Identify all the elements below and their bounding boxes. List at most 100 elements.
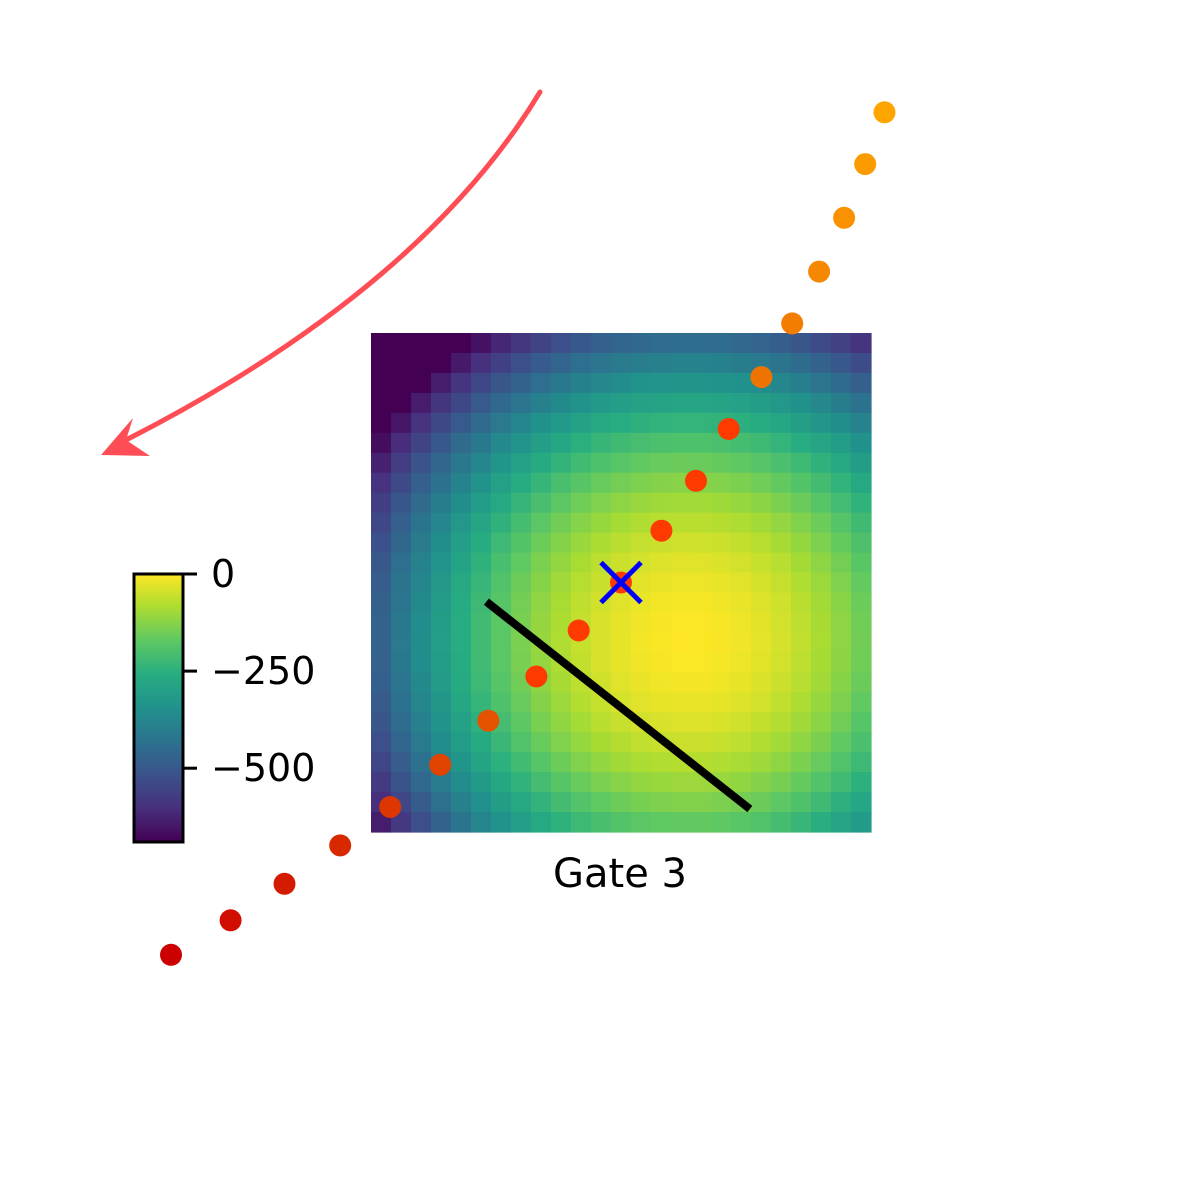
- heatmap-cell: [531, 532, 552, 554]
- heatmap-cell: [711, 512, 732, 534]
- heatmap-cell: [591, 372, 612, 394]
- heatmap-cell: [431, 652, 452, 673]
- heatmap-cell: [611, 352, 632, 374]
- heatmap-cell: [451, 792, 472, 813]
- heatmap-cell: [791, 512, 812, 534]
- heatmap-cell: [811, 692, 832, 713]
- heatmap-cell: [731, 352, 752, 374]
- heatmap-cell: [571, 732, 592, 753]
- heatmap-cell: [731, 632, 752, 653]
- heatmap-cell: [631, 572, 652, 594]
- heatmap-cell: [771, 752, 792, 773]
- heatmap-cell: [431, 792, 452, 813]
- heatmap-cell: [631, 372, 652, 394]
- heatmap-cell: [671, 372, 692, 394]
- heatmap-cell: [691, 652, 712, 673]
- heatmap-cell: [811, 372, 832, 394]
- heatmap-cell: [511, 372, 532, 394]
- heatmap-cell: [571, 452, 592, 474]
- heatmap-cell: [611, 592, 632, 614]
- heatmap-cell: [411, 412, 432, 434]
- trajectory-point: [781, 312, 804, 335]
- heatmap-cell: [811, 632, 832, 653]
- heatmap-cell: [771, 692, 792, 713]
- heatmap-cell: [371, 492, 392, 514]
- heatmap-cell: [371, 412, 392, 434]
- trajectory-point: [833, 206, 856, 229]
- heatmap-cell: [551, 392, 572, 414]
- heatmap-cell: [831, 432, 852, 454]
- heatmap-cell: [811, 612, 832, 633]
- heatmap-cell: [631, 412, 652, 434]
- heatmap-cell: [811, 412, 832, 434]
- optimum-marker-stroke-b: [599, 560, 643, 605]
- heatmap-cell: [711, 372, 732, 394]
- heatmap-cell: [471, 672, 492, 693]
- heatmap-cell: [511, 472, 532, 494]
- heatmap-cell: [471, 472, 492, 494]
- heatmap-cell: [851, 652, 872, 673]
- heatmap-cell: [491, 812, 512, 833]
- heatmap-cell: [831, 372, 852, 394]
- trajectory-point: [567, 619, 590, 642]
- heatmap-cell: [811, 392, 832, 414]
- heatmap-cell: [851, 792, 872, 813]
- heatmap-cell: [851, 432, 872, 454]
- heatmap-cell: [371, 532, 392, 554]
- heatmap-cell: [751, 333, 772, 354]
- heatmap-cell: [731, 392, 752, 414]
- heatmap-cell: [511, 432, 532, 454]
- heatmap-cell: [551, 352, 572, 374]
- trajectory-point: [750, 366, 773, 389]
- heatmap-cell: [611, 492, 632, 514]
- heatmap-cell: [391, 372, 412, 394]
- heatmap-cell: [551, 372, 572, 394]
- heatmap-cell: [691, 792, 712, 813]
- heatmap-cell: [671, 812, 692, 833]
- heatmap-cell: [651, 752, 672, 773]
- heatmap-cell: [411, 532, 432, 554]
- trajectory-point: [808, 260, 831, 283]
- trajectory-point: [650, 519, 673, 542]
- heatmap-cell: [391, 572, 412, 594]
- heatmap-cell: [511, 732, 532, 753]
- heatmap-cell: [371, 672, 392, 693]
- heatmap-cell: [791, 712, 812, 733]
- heatmap-cell: [491, 572, 512, 594]
- heatmap-cell: [671, 692, 692, 713]
- heatmap-cell: [651, 472, 672, 494]
- heatmap-cell: [571, 752, 592, 773]
- heatmap-cell: [671, 612, 692, 633]
- heatmap-cell: [851, 512, 872, 534]
- heatmap-cell: [711, 592, 732, 614]
- heatmap-cell: [451, 512, 472, 534]
- heatmap-cell: [531, 372, 552, 394]
- heatmap-cell: [571, 492, 592, 514]
- heatmap-cell: [511, 572, 532, 594]
- heatmap-cell: [711, 752, 732, 773]
- heatmap-cell: [411, 732, 432, 753]
- heatmap-cell: [531, 392, 552, 414]
- heatmap-cell: [431, 812, 452, 833]
- heatmap-cell: [731, 372, 752, 394]
- heatmap-cell: [731, 652, 752, 673]
- heatmap-cell: [791, 812, 812, 833]
- heatmap-cell: [471, 452, 492, 474]
- heatmap-cell: [691, 552, 712, 574]
- heatmap-cell: [611, 612, 632, 633]
- heatmap-cell: [771, 792, 792, 813]
- heatmap-cell: [471, 492, 492, 514]
- heatmap-cell: [591, 572, 612, 594]
- heatmap-cell: [451, 492, 472, 514]
- heatmap-cell: [831, 632, 852, 653]
- heatmap-cell: [811, 752, 832, 773]
- heatmap-cell: [711, 572, 732, 594]
- heatmap-cell: [491, 492, 512, 514]
- heatmap-cell: [751, 632, 772, 653]
- heatmap-cell: [611, 712, 632, 733]
- heatmap-cell: [691, 532, 712, 554]
- heatmap-cell: [851, 752, 872, 773]
- heatmap-cell: [651, 692, 672, 713]
- heatmap-cell: [411, 652, 432, 673]
- heatmap-cell: [551, 632, 572, 653]
